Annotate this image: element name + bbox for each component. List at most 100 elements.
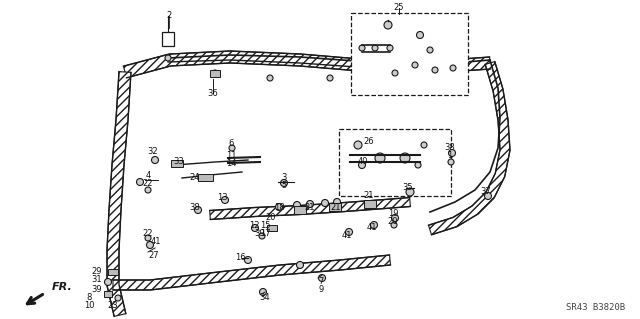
- Text: SR43 B3820B: SR43 B3820B: [566, 303, 625, 312]
- Text: 32: 32: [148, 147, 158, 157]
- Text: 23: 23: [108, 301, 118, 310]
- Polygon shape: [113, 255, 390, 290]
- Circle shape: [400, 153, 410, 163]
- Circle shape: [432, 67, 438, 73]
- Circle shape: [371, 221, 378, 228]
- Text: 17: 17: [260, 228, 270, 238]
- Text: 41: 41: [151, 238, 161, 247]
- Text: 3: 3: [282, 174, 287, 182]
- Circle shape: [384, 21, 392, 29]
- Circle shape: [195, 206, 202, 213]
- Circle shape: [372, 45, 378, 51]
- Text: 8: 8: [86, 293, 92, 302]
- Circle shape: [115, 295, 121, 301]
- FancyBboxPatch shape: [339, 129, 451, 196]
- Circle shape: [321, 199, 328, 206]
- Text: 20: 20: [266, 213, 276, 222]
- Polygon shape: [428, 62, 510, 235]
- Circle shape: [358, 161, 365, 168]
- Bar: [294, 206, 306, 214]
- Text: 39: 39: [92, 285, 102, 293]
- Text: 2: 2: [166, 11, 172, 20]
- Circle shape: [212, 70, 218, 76]
- Text: 29: 29: [92, 266, 102, 276]
- Text: 38: 38: [189, 204, 200, 212]
- Text: 7: 7: [318, 277, 324, 286]
- Circle shape: [280, 180, 287, 187]
- Circle shape: [275, 204, 282, 211]
- Circle shape: [391, 222, 397, 228]
- Circle shape: [375, 153, 385, 163]
- Text: 10: 10: [84, 301, 94, 310]
- Text: 41: 41: [342, 231, 352, 240]
- Bar: [198, 174, 212, 181]
- Circle shape: [327, 75, 333, 81]
- Text: 15: 15: [260, 220, 270, 229]
- Circle shape: [415, 162, 421, 168]
- Text: 20: 20: [388, 217, 398, 226]
- Text: 11: 11: [226, 151, 236, 160]
- Text: 13: 13: [217, 192, 227, 202]
- FancyBboxPatch shape: [351, 13, 468, 95]
- Text: 40: 40: [358, 158, 368, 167]
- Text: 21: 21: [305, 203, 316, 211]
- Circle shape: [267, 75, 273, 81]
- Text: 19: 19: [388, 209, 398, 218]
- Bar: [108, 269, 118, 275]
- Text: 35: 35: [403, 183, 413, 192]
- Circle shape: [427, 47, 433, 53]
- Text: 21: 21: [331, 203, 341, 211]
- Circle shape: [354, 141, 362, 149]
- Polygon shape: [210, 197, 410, 219]
- Circle shape: [392, 70, 398, 76]
- Circle shape: [145, 235, 151, 241]
- Text: 12: 12: [249, 220, 259, 229]
- Text: 33: 33: [173, 157, 184, 166]
- Circle shape: [359, 45, 365, 51]
- Text: 1: 1: [447, 152, 452, 160]
- Circle shape: [104, 278, 111, 286]
- Text: 22: 22: [143, 180, 153, 189]
- Circle shape: [221, 197, 228, 204]
- Bar: [171, 160, 183, 167]
- Bar: [162, 32, 174, 46]
- Text: 36: 36: [207, 88, 218, 98]
- Circle shape: [307, 201, 314, 207]
- Text: 41: 41: [367, 224, 377, 233]
- Circle shape: [252, 225, 259, 232]
- Polygon shape: [124, 51, 490, 78]
- Bar: [210, 70, 220, 77]
- Circle shape: [392, 214, 399, 221]
- Circle shape: [449, 150, 456, 157]
- Circle shape: [145, 187, 151, 193]
- Text: 21: 21: [364, 191, 374, 201]
- Text: 16: 16: [235, 253, 245, 262]
- Circle shape: [244, 256, 252, 263]
- Text: 18: 18: [274, 203, 284, 211]
- Circle shape: [484, 192, 492, 199]
- Circle shape: [319, 275, 326, 281]
- Circle shape: [152, 157, 159, 164]
- Bar: [104, 291, 112, 297]
- Text: 6: 6: [228, 139, 234, 149]
- Text: 37: 37: [481, 188, 492, 197]
- Text: 38: 38: [445, 144, 456, 152]
- Text: 34: 34: [260, 293, 270, 302]
- Circle shape: [259, 288, 266, 295]
- Circle shape: [417, 32, 424, 39]
- Circle shape: [296, 262, 303, 269]
- Text: 4: 4: [145, 170, 150, 180]
- Circle shape: [165, 55, 171, 61]
- Text: 26: 26: [364, 137, 374, 146]
- Text: 5: 5: [282, 182, 287, 190]
- Circle shape: [448, 159, 454, 165]
- Circle shape: [450, 65, 456, 71]
- Circle shape: [387, 45, 393, 51]
- Circle shape: [259, 233, 265, 239]
- Text: 14: 14: [226, 159, 236, 167]
- Circle shape: [294, 202, 301, 209]
- Circle shape: [421, 142, 427, 148]
- Text: 22: 22: [143, 228, 153, 238]
- Circle shape: [333, 198, 340, 205]
- Circle shape: [346, 228, 353, 235]
